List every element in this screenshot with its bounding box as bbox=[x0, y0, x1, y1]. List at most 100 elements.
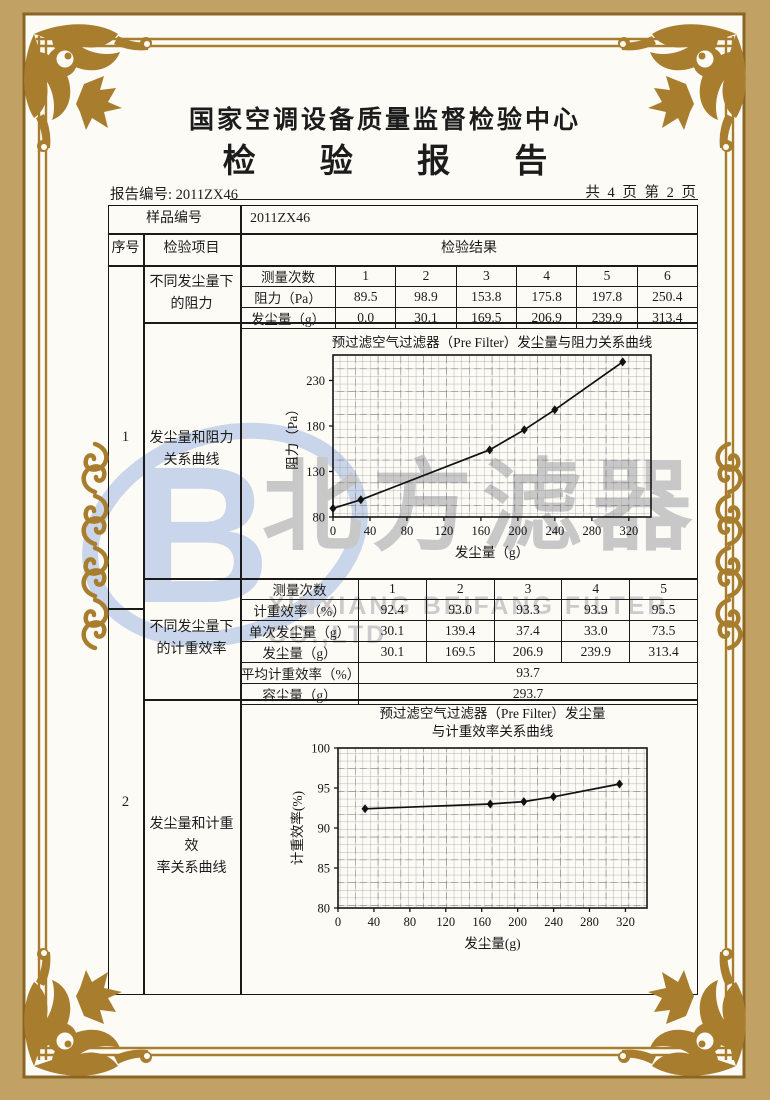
chart-xlabel: 发尘量（g） bbox=[455, 545, 529, 560]
svg-text:80: 80 bbox=[318, 902, 331, 916]
value-cell: 30.1 bbox=[358, 620, 427, 642]
column-header-cell: 4 bbox=[515, 265, 578, 287]
svg-text:180: 180 bbox=[306, 419, 325, 433]
value-cell: 33.0 bbox=[561, 620, 631, 642]
value-cell: 93.0 bbox=[425, 599, 495, 621]
chart-svg: 0 40 80 120 160 200 240 280 320 80 85 90 95 100 预过滤空气过… bbox=[289, 706, 648, 951]
chart-ylabel: 计重效率(%) bbox=[289, 791, 305, 865]
column-header-cell: 5 bbox=[629, 578, 698, 600]
value-cell: 169.5 bbox=[425, 641, 495, 663]
item-line: 率关系曲线 bbox=[156, 861, 227, 876]
item-resistance-curve: 发尘量和阻力 关系曲线 bbox=[143, 322, 240, 578]
column-header-cell: 3 bbox=[493, 578, 563, 600]
svg-text:230: 230 bbox=[306, 374, 325, 388]
column-header-cell: 5 bbox=[576, 265, 638, 287]
item-line: 发尘量和计重效 bbox=[149, 817, 234, 854]
svg-text:200: 200 bbox=[508, 915, 527, 929]
column-header-cell: 6 bbox=[636, 265, 699, 287]
value-cell: 89.5 bbox=[334, 286, 397, 308]
value-cell: 73.5 bbox=[629, 620, 698, 642]
svg-text:80: 80 bbox=[401, 524, 414, 538]
value-cell: 95.5 bbox=[629, 599, 698, 621]
svg-text:120: 120 bbox=[436, 915, 455, 929]
item-column-header: 检验项目 bbox=[163, 241, 220, 256]
item-line: 的计重效率 bbox=[156, 641, 227, 657]
item-line: 的阻力 bbox=[170, 296, 213, 312]
svg-text:0: 0 bbox=[335, 915, 341, 929]
svg-text:40: 40 bbox=[368, 915, 381, 929]
span-value-cell: 93.7 bbox=[358, 662, 698, 684]
value-cell: 153.8 bbox=[455, 286, 517, 308]
column-header-cell: 2 bbox=[425, 578, 495, 600]
svg-text:80: 80 bbox=[404, 915, 417, 929]
report-number: 报告编号: 2011ZX46 bbox=[110, 183, 238, 204]
header-rule bbox=[230, 199, 698, 200]
svg-text:85: 85 bbox=[318, 862, 331, 876]
seq-column-header: 序号 bbox=[111, 241, 140, 256]
column-header-cell: 3 bbox=[455, 265, 517, 287]
chart-title: 与计重效率关系曲线 bbox=[432, 723, 554, 739]
item-resistance: 不同发尘量下 的阻力 bbox=[143, 265, 240, 322]
svg-text:280: 280 bbox=[582, 524, 601, 538]
svg-text:120: 120 bbox=[435, 524, 454, 538]
column-header-cell: 4 bbox=[561, 578, 631, 600]
svg-text:160: 160 bbox=[472, 524, 491, 538]
svg-text:320: 320 bbox=[616, 915, 635, 929]
section-2-seq: 2 bbox=[121, 793, 130, 810]
resistance-data-table: 测量次数 1 2 3 4 5 6 阻力（Pa） 89.5 98.9 153.8 175.8 197.8 2… bbox=[240, 265, 699, 329]
item-line: 发尘量和阻力 bbox=[149, 431, 234, 446]
resistance-curve-chart: 0 40 80 120 160 200 240 280 320 80 130 180 230 预过滤空气过… bbox=[241, 323, 697, 576]
column-header-cell: 2 bbox=[395, 265, 457, 287]
item-efficiency: 不同发尘量下 的计重效率 bbox=[143, 578, 240, 699]
value-cell: 239.9 bbox=[561, 641, 631, 663]
chart-svg: 0 40 80 120 160 200 240 280 320 80 130 180 230 预过滤空气过… bbox=[285, 335, 653, 560]
row-label-cell: 阻力（Pa） bbox=[240, 286, 336, 308]
measurement-table: 测量次数 1 2 3 4 5 计重效率（%） 92.4 93.0 93.3 93.9 95.5 单次发尘… bbox=[240, 578, 698, 705]
item-efficiency-curve: 发尘量和计重效 率关系曲线 bbox=[143, 699, 240, 995]
chart-title: 预过滤空气过滤器（Pre Filter）发尘量与阻力关系曲线 bbox=[332, 335, 653, 350]
column-header-cell: 1 bbox=[358, 578, 427, 600]
svg-text:40: 40 bbox=[364, 524, 377, 538]
result-column-header: 检验结果 bbox=[441, 241, 497, 256]
svg-text:160: 160 bbox=[472, 915, 491, 929]
value-cell: 98.9 bbox=[395, 286, 457, 308]
row-label-cell: 测量次数 bbox=[240, 578, 359, 600]
item-line: 不同发尘量下 bbox=[149, 619, 234, 635]
report-title: 检 验 报 告 bbox=[222, 144, 576, 180]
value-cell: 197.8 bbox=[576, 286, 638, 308]
svg-text:240: 240 bbox=[545, 524, 564, 538]
chart-ylabel: 阻力（Pa） bbox=[285, 402, 300, 470]
sample-no-label: 样品编号 bbox=[146, 211, 202, 226]
item-line: 不同发尘量下 bbox=[149, 274, 234, 290]
value-cell: 37.4 bbox=[493, 620, 563, 642]
row-label-cell: 平均计重效率（%） bbox=[240, 662, 359, 684]
svg-text:80: 80 bbox=[313, 511, 326, 525]
value-cell: 92.4 bbox=[358, 599, 427, 621]
value-cell: 30.1 bbox=[358, 641, 427, 663]
measurement-table: 测量次数 1 2 3 4 5 6 阻力（Pa） 89.5 98.9 153.8 175.8 197.8 2… bbox=[240, 265, 699, 329]
chart-title: 预过滤空气过滤器（Pre Filter）发尘量 bbox=[379, 706, 605, 721]
value-cell: 93.9 bbox=[561, 599, 631, 621]
inspection-center-name: 国家空调设备质量监督检验中心 bbox=[188, 107, 581, 134]
value-cell: 250.4 bbox=[636, 286, 699, 308]
value-cell: 175.8 bbox=[515, 286, 578, 308]
svg-text:95: 95 bbox=[318, 782, 331, 796]
svg-text:240: 240 bbox=[544, 915, 563, 929]
value-cell: 139.4 bbox=[425, 620, 495, 642]
row-label-cell: 计重效率（%） bbox=[240, 599, 359, 621]
column-header-cell: 1 bbox=[334, 265, 397, 287]
svg-text:130: 130 bbox=[306, 465, 325, 479]
value-cell: 206.9 bbox=[493, 641, 563, 663]
svg-text:280: 280 bbox=[580, 915, 599, 929]
report-number-value: 2011ZX46 bbox=[175, 187, 238, 203]
svg-text:90: 90 bbox=[318, 822, 331, 836]
sample-no-value: 2011ZX46 bbox=[250, 211, 311, 226]
svg-text:200: 200 bbox=[509, 524, 528, 538]
svg-text:320: 320 bbox=[619, 524, 638, 538]
section-1-seq: 1 bbox=[121, 428, 130, 445]
svg-text:100: 100 bbox=[311, 742, 330, 756]
efficiency-curve-chart: 0 40 80 120 160 200 240 280 320 80 85 90 95 100 预过滤空气过… bbox=[241, 700, 697, 994]
row-label-cell: 测量次数 bbox=[240, 265, 336, 287]
report-number-label: 报告编号: bbox=[110, 187, 173, 203]
